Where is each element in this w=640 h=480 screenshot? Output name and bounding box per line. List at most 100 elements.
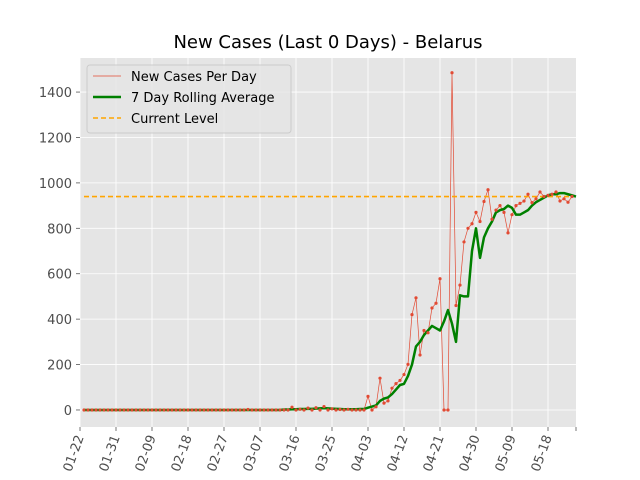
series-point-daily bbox=[386, 399, 390, 403]
series-point-daily bbox=[282, 408, 286, 412]
series-point-daily bbox=[306, 406, 310, 410]
series-point-daily bbox=[530, 201, 534, 205]
series-point-daily bbox=[514, 204, 518, 208]
series-point-daily bbox=[270, 408, 274, 412]
series-point-daily bbox=[526, 192, 530, 196]
series-point-daily bbox=[466, 226, 470, 230]
series-point-daily bbox=[126, 408, 130, 412]
series-point-daily bbox=[210, 408, 214, 412]
series-point-daily bbox=[286, 408, 290, 412]
y-tick-label: 200 bbox=[47, 359, 72, 374]
series-point-daily bbox=[418, 353, 422, 357]
series-point-daily bbox=[438, 277, 442, 281]
series-point-daily bbox=[394, 382, 398, 386]
series-point-daily bbox=[362, 408, 366, 412]
series-point-daily bbox=[354, 408, 358, 412]
series-point-daily bbox=[166, 408, 170, 412]
series-point-daily bbox=[562, 197, 566, 201]
series-point-daily bbox=[298, 407, 302, 411]
series-point-daily bbox=[266, 408, 270, 412]
series-point-daily bbox=[110, 408, 114, 412]
series-point-daily bbox=[330, 407, 334, 411]
series-point-daily bbox=[138, 408, 142, 412]
series-line-rolling bbox=[84, 191, 577, 412]
legend-label-current: Current Level bbox=[131, 112, 218, 127]
series-point-daily bbox=[326, 408, 330, 412]
series-point-daily bbox=[474, 210, 478, 215]
series-point-daily bbox=[318, 408, 322, 412]
series-point-daily bbox=[450, 71, 454, 75]
series-point-daily bbox=[198, 408, 202, 412]
series-point-daily bbox=[462, 240, 466, 244]
series-point-daily bbox=[358, 408, 362, 412]
series-point-daily bbox=[154, 408, 158, 412]
series-point-daily bbox=[486, 188, 490, 192]
series-point-daily bbox=[426, 331, 430, 335]
series-point-daily bbox=[550, 192, 554, 196]
series-point-daily bbox=[498, 204, 502, 208]
series-point-daily bbox=[206, 408, 210, 412]
series-point-daily bbox=[502, 210, 506, 215]
series-point-daily bbox=[146, 408, 150, 412]
series-point-daily bbox=[558, 199, 562, 203]
series-point-daily bbox=[434, 301, 438, 305]
series-point-daily bbox=[398, 378, 402, 383]
series-layer bbox=[82, 71, 577, 412]
series-point-daily bbox=[342, 408, 346, 412]
series-point-daily bbox=[290, 405, 294, 409]
series-point-daily bbox=[374, 405, 378, 409]
series-point-daily bbox=[202, 408, 206, 412]
series-point-daily bbox=[150, 408, 154, 412]
y-tick-label: 0 bbox=[64, 404, 72, 419]
series-point-daily bbox=[226, 408, 230, 412]
series-point-daily bbox=[130, 408, 134, 412]
series-point-daily bbox=[446, 408, 450, 412]
series-point-daily bbox=[134, 408, 138, 412]
series-point-daily bbox=[122, 408, 126, 412]
grid bbox=[79, 58, 576, 427]
series-point-daily bbox=[86, 408, 90, 412]
series-point-daily bbox=[258, 408, 262, 412]
series-point-daily bbox=[506, 231, 510, 235]
series-point-daily bbox=[302, 408, 306, 412]
series-point-daily bbox=[222, 408, 226, 412]
series-point-daily bbox=[158, 408, 162, 412]
chart-title: New Cases (Last 0 Days) - Belarus bbox=[173, 32, 482, 53]
series-point-daily bbox=[566, 200, 570, 204]
series-point-daily bbox=[570, 194, 574, 199]
series-point-daily bbox=[510, 213, 514, 217]
series-point-daily bbox=[94, 408, 98, 412]
legend-label-daily: New Cases Per Day bbox=[131, 70, 257, 85]
series-point-daily bbox=[422, 328, 426, 333]
series-point-daily bbox=[478, 219, 482, 224]
series-point-daily bbox=[242, 408, 246, 412]
series-point-daily bbox=[322, 404, 326, 409]
series-point-daily bbox=[430, 306, 434, 310]
series-point-daily bbox=[82, 408, 86, 412]
series-point-daily bbox=[182, 408, 186, 412]
series-point-daily bbox=[278, 408, 282, 412]
series-point-daily bbox=[522, 199, 526, 203]
series-point-daily bbox=[334, 408, 338, 412]
legend-label-rolling: 7 Day Rolling Average bbox=[131, 91, 274, 106]
series-point-daily bbox=[414, 296, 418, 300]
series-point-daily bbox=[546, 193, 550, 197]
series-point-daily bbox=[230, 408, 234, 412]
series-point-daily bbox=[190, 408, 194, 412]
series-point-daily bbox=[238, 408, 242, 412]
series-point-daily bbox=[538, 190, 542, 194]
series-point-daily bbox=[542, 194, 546, 199]
series-point-daily bbox=[214, 408, 218, 412]
series-point-daily bbox=[234, 408, 238, 412]
series-point-daily bbox=[162, 408, 166, 412]
series-point-daily bbox=[410, 312, 414, 317]
series-point-daily bbox=[554, 190, 558, 194]
y-tick-label: 800 bbox=[47, 222, 72, 237]
series-point-daily bbox=[186, 408, 190, 412]
series-point-daily bbox=[90, 408, 94, 412]
series-point-daily bbox=[178, 408, 182, 412]
series-point-daily bbox=[314, 406, 318, 410]
y-tick-label: 1000 bbox=[39, 177, 72, 192]
series-point-daily bbox=[98, 408, 102, 412]
